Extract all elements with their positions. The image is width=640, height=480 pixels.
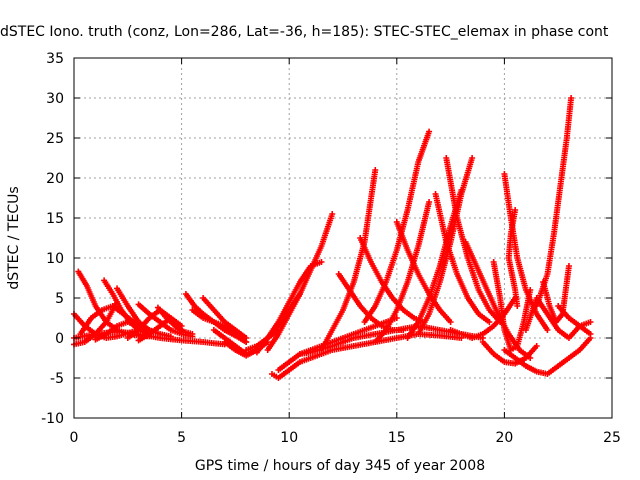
y-tick-label: 25 bbox=[46, 131, 64, 147]
y-tick-label: 30 bbox=[46, 91, 64, 107]
data-series bbox=[71, 95, 594, 381]
data-point bbox=[587, 331, 594, 337]
series-trace bbox=[154, 304, 196, 337]
series-trace bbox=[505, 207, 521, 309]
chart-title: dSTEC Iono. truth (conz, Lon=286, Lat=-3… bbox=[0, 24, 609, 40]
y-tick-label: 10 bbox=[46, 251, 64, 267]
x-tick-label: 15 bbox=[388, 430, 406, 446]
data-point bbox=[400, 327, 407, 333]
y-axis-label: dSTEC / TECUs bbox=[6, 186, 22, 289]
plot-border bbox=[73, 57, 613, 419]
y-tick-label: 5 bbox=[55, 291, 64, 307]
series-trace bbox=[479, 339, 540, 367]
series-trace bbox=[264, 211, 336, 353]
series-trace bbox=[443, 155, 504, 325]
x-tick-label: 10 bbox=[280, 430, 298, 446]
data-point bbox=[544, 327, 551, 333]
series-trace bbox=[555, 303, 594, 337]
data-point bbox=[469, 155, 476, 161]
data-point bbox=[189, 331, 196, 337]
series-trace bbox=[361, 128, 433, 325]
y-tick-label: -5 bbox=[50, 371, 64, 387]
data-point bbox=[329, 211, 336, 217]
x-tick-label: 5 bbox=[177, 430, 186, 446]
series-trace bbox=[501, 335, 594, 377]
grid bbox=[74, 58, 612, 418]
data-point bbox=[167, 333, 174, 340]
data-point bbox=[568, 95, 575, 101]
y-tick-label: 0 bbox=[55, 331, 64, 347]
data-point bbox=[587, 319, 594, 325]
y-tick-label: -10 bbox=[41, 411, 64, 427]
series-trace bbox=[200, 295, 250, 341]
axis-ticks: 0 5 10 15 20 25 -10 -5 0 5 10 15 20 25 30 35 bbox=[41, 51, 621, 446]
data-point bbox=[372, 167, 379, 173]
x-tick-label: 0 bbox=[70, 430, 79, 446]
data-point bbox=[486, 319, 493, 325]
data-point bbox=[243, 335, 250, 341]
data-point bbox=[533, 343, 540, 349]
x-tick-label: 20 bbox=[495, 430, 513, 446]
y-tick-label: 15 bbox=[46, 211, 64, 227]
x-tick-label: 25 bbox=[603, 430, 621, 446]
data-point bbox=[426, 199, 433, 205]
data-point bbox=[426, 128, 433, 135]
data-point bbox=[514, 303, 521, 309]
series-trace bbox=[432, 191, 493, 325]
series-line bbox=[359, 237, 423, 323]
series-trace bbox=[533, 95, 575, 309]
y-tick-label: 20 bbox=[46, 171, 64, 187]
data-point bbox=[318, 259, 325, 265]
y-tick-label: 35 bbox=[46, 51, 64, 67]
data-point bbox=[565, 263, 572, 269]
series-trace bbox=[372, 199, 433, 345]
x-axis-label: GPS time / hours of day 345 of year 2008 bbox=[195, 458, 485, 474]
data-point bbox=[447, 319, 454, 325]
